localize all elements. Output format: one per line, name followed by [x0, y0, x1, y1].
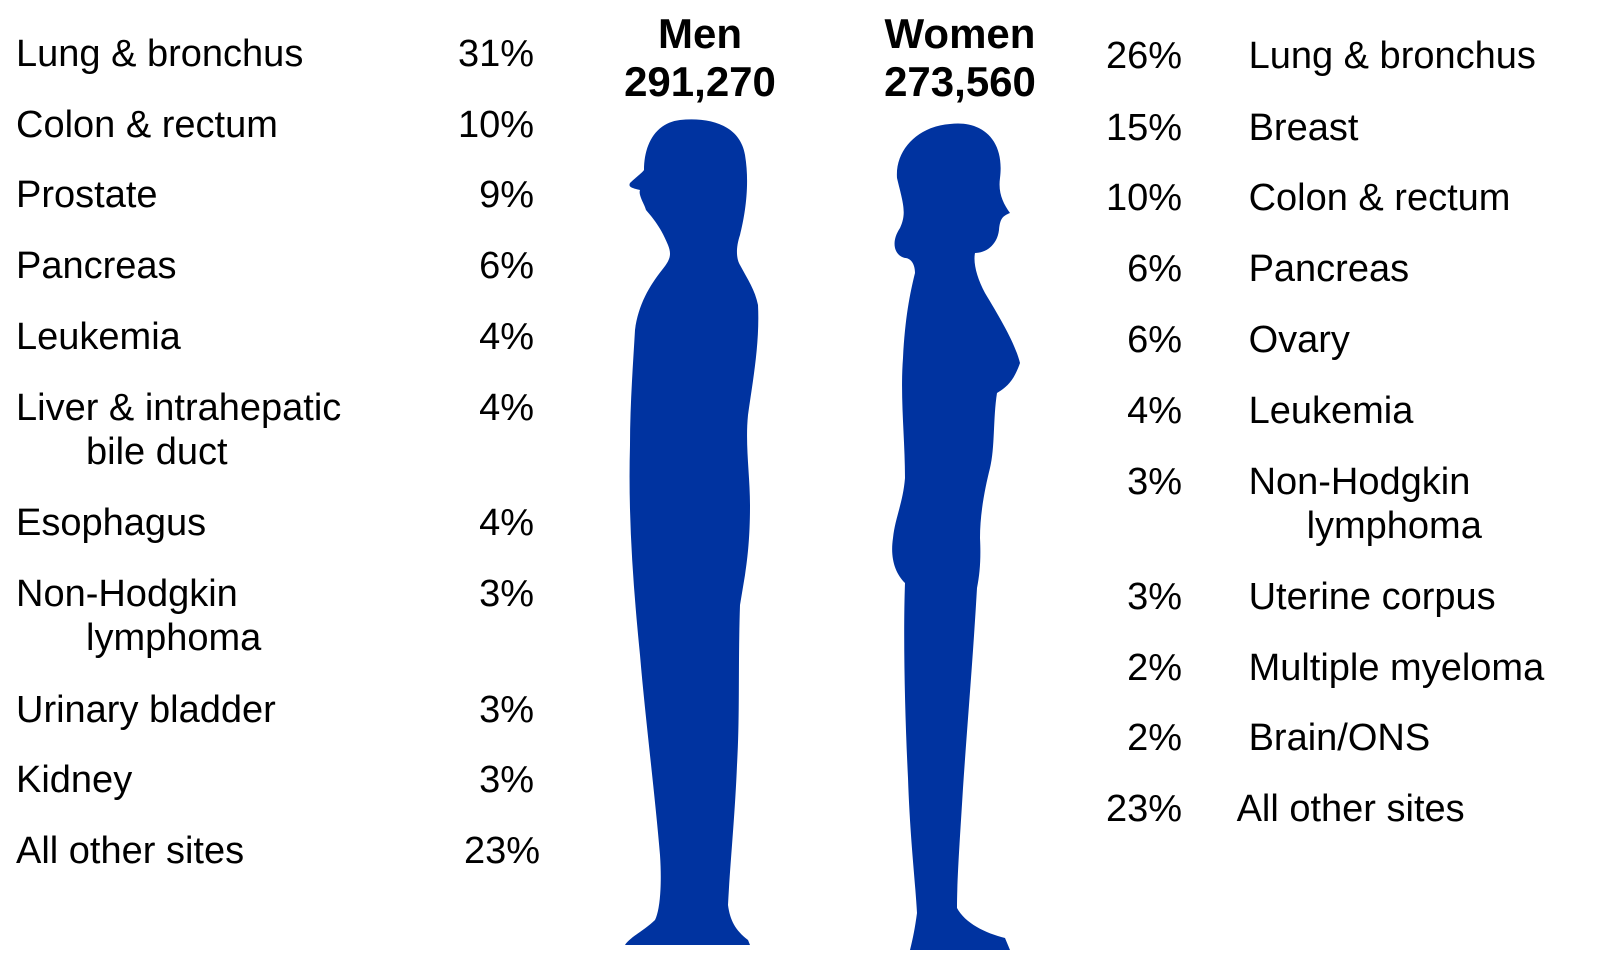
women-site-label: Colon & rectum — [1248, 177, 1511, 219]
women-site-label: Pancreas — [1248, 248, 1410, 290]
women-site-line2: lymphoma — [1306, 505, 1482, 547]
men-header: Men 291,270 — [590, 10, 810, 106]
men-title: Men — [658, 10, 742, 57]
women-site-label: Breast — [1248, 107, 1359, 149]
women-site-label: Lung & bronchus — [1248, 35, 1536, 77]
women-item: 6% Ovary — [1098, 318, 1350, 362]
women-item: 10% Colon & rectum — [1098, 176, 1511, 220]
women-pct-value: 6% — [1127, 319, 1182, 361]
men-site-label: All other sites — [16, 830, 245, 872]
men-pct-value: 6% — [479, 245, 534, 287]
men-site-line1: Non-Hodgkin — [16, 573, 238, 615]
women-pct-value: 3% — [1127, 576, 1182, 618]
men-pct-value: 3% — [479, 759, 534, 801]
women-site-label: Non-Hodgkin lymphoma — [1249, 460, 1482, 548]
men-pct-value: 3% — [479, 689, 534, 731]
women-site-line1: Non-Hodgkin — [1248, 461, 1471, 503]
women-item: 26% Lung & bronchus — [1098, 34, 1536, 78]
women-total: 273,560 — [884, 58, 1036, 105]
men-site-line2: bile duct — [86, 431, 228, 473]
men-site-label: Pancreas — [16, 245, 177, 287]
women-site-label: Multiple myeloma — [1248, 647, 1545, 689]
women-site-label: Uterine corpus — [1248, 576, 1496, 618]
women-item: 2% Brain/ONS — [1098, 716, 1430, 760]
women-item: 4% Leukemia — [1098, 389, 1413, 433]
men-pct-value: 4% — [479, 316, 534, 358]
women-item: 3% Non-Hodgkin lymphoma — [1098, 460, 1482, 550]
men-pct-value: 23% — [463, 830, 540, 872]
men-pct-value: 31% — [457, 33, 534, 75]
men-site-label: Kidney — [16, 759, 133, 801]
women-site-label: Brain/ONS — [1248, 717, 1431, 759]
men-site-line1: Liver & intrahepatic — [16, 387, 342, 429]
men-site-label: Lung & bronchus — [16, 33, 304, 75]
women-item: 15% Breast — [1098, 106, 1358, 150]
men-site-label: Liver & intrahepatic bile duct — [16, 386, 341, 474]
men-pct-value: 3% — [479, 573, 534, 615]
women-site-label: Ovary — [1248, 319, 1350, 361]
men-total: 291,270 — [624, 58, 776, 105]
men-pct-value: 10% — [457, 104, 534, 146]
women-item: 3% Uterine corpus — [1098, 575, 1496, 619]
women-item: 6% Pancreas — [1098, 247, 1409, 291]
women-title: Women — [884, 10, 1036, 57]
men-pct-value: 4% — [479, 502, 534, 544]
women-pct-value: 26% — [1105, 35, 1182, 77]
men-site-label: Colon & rectum — [16, 104, 278, 146]
men-site-label: Non-Hodgkin lymphoma — [16, 572, 261, 660]
male-silhouette-shape — [625, 119, 759, 945]
women-pct-value: 6% — [1127, 248, 1182, 290]
men-pct-value: 4% — [479, 387, 534, 429]
women-pct-value: 10% — [1105, 177, 1182, 219]
men-site-line2: lymphoma — [86, 617, 262, 659]
women-site-label: Leukemia — [1248, 390, 1414, 432]
women-header: Women 273,560 — [845, 10, 1075, 106]
women-item: 2% Multiple myeloma — [1098, 646, 1544, 690]
women-pct-value: 2% — [1127, 647, 1182, 689]
men-site-label: Prostate — [16, 174, 158, 216]
female-silhouette-shape — [892, 123, 1020, 951]
men-site-label: Urinary bladder — [16, 689, 276, 731]
women-pct-value: 23% — [1105, 788, 1182, 830]
men-site-label: Esophagus — [16, 502, 207, 544]
women-site-label: All other sites — [1236, 788, 1465, 830]
women-pct-value: 15% — [1105, 107, 1182, 149]
women-pct-value: 4% — [1127, 390, 1182, 432]
women-item: 23% All other sites — [1098, 787, 1465, 831]
female-silhouette-icon — [892, 123, 1020, 951]
women-pct-value: 2% — [1127, 717, 1182, 759]
male-silhouette-icon — [625, 119, 759, 945]
men-pct-value: 9% — [479, 174, 534, 216]
men-site-label: Leukemia — [16, 316, 181, 358]
women-pct-value: 3% — [1127, 461, 1182, 503]
